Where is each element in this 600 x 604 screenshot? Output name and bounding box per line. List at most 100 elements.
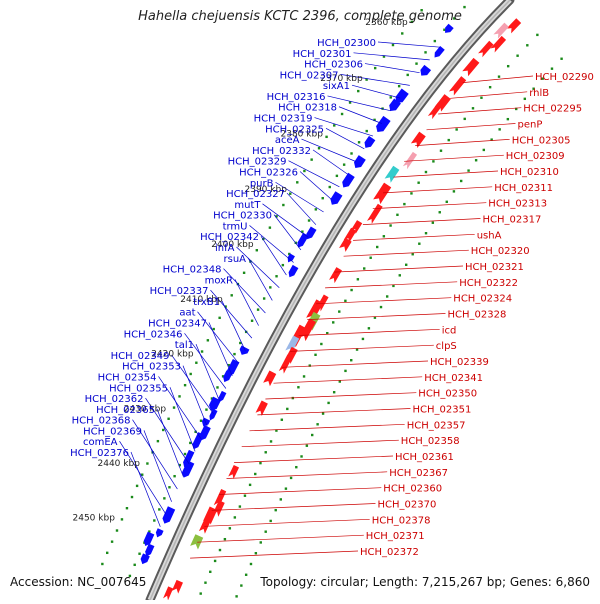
- gene-arrow: [402, 151, 418, 170]
- gc-dot: [398, 274, 401, 277]
- gc-dot: [284, 487, 288, 490]
- gene-arrow: [330, 191, 343, 205]
- gene-arrow: [478, 40, 494, 58]
- gene-label-right: HCH_02322: [459, 278, 518, 289]
- gene-label-right: HCH_02324: [453, 294, 512, 305]
- gc-dot: [424, 232, 428, 235]
- gc-dot: [235, 595, 238, 598]
- label-connector: [273, 214, 302, 251]
- gene-label-left: HCH_02365: [96, 405, 155, 416]
- gene-label-left: HCH_02355: [109, 383, 168, 394]
- label-connector: [236, 246, 280, 288]
- label-connector: [221, 300, 246, 351]
- gene-arrow: [255, 400, 268, 416]
- gene-arrow: [278, 354, 293, 374]
- label-connector: [195, 343, 220, 402]
- gc-dot: [120, 518, 124, 521]
- gene-arrow: [395, 88, 409, 103]
- topology-label: Topology: circular; Length: 7,215,267 bp…: [260, 575, 590, 589]
- gc-dot: [256, 308, 260, 311]
- gc-dot: [316, 423, 319, 426]
- gc-dot: [300, 455, 303, 458]
- gc-dot: [297, 386, 300, 389]
- gc-dot: [156, 439, 160, 443]
- label-connector: [351, 84, 401, 99]
- gene-label-left: HCH_02301: [293, 49, 352, 60]
- gc-dot: [536, 33, 539, 37]
- gene-arrow: [263, 370, 277, 387]
- label-connector: [257, 408, 411, 416]
- label-connector: [404, 154, 504, 162]
- label-connector: [273, 376, 423, 384]
- gc-dot: [158, 508, 161, 511]
- gc-dot: [212, 327, 215, 331]
- gc-dot: [240, 584, 243, 587]
- gc-dot: [455, 128, 458, 131]
- gc-dot: [275, 215, 278, 218]
- gc-dot: [432, 160, 435, 163]
- gc-dot: [224, 305, 227, 308]
- gene-label-left: HCH_02362: [85, 394, 144, 405]
- kbp-label: 2430 kbp: [124, 404, 167, 414]
- label-connector: [343, 249, 469, 257]
- gc-dot: [550, 67, 554, 70]
- label-connector: [314, 117, 374, 137]
- gc-dot: [269, 519, 272, 523]
- gc-dot: [248, 483, 252, 487]
- gene-label-left: HCH_02353: [122, 362, 181, 373]
- label-connector: [156, 408, 184, 477]
- gc-dot: [210, 397, 214, 400]
- gc-dot: [382, 235, 386, 238]
- label-connector: [182, 365, 208, 427]
- gene-arrow: [285, 335, 300, 354]
- gene-arrow: [287, 253, 295, 263]
- gene-arrow: [427, 102, 443, 120]
- gene-arrow: [297, 232, 309, 248]
- gc-dot: [205, 408, 208, 411]
- gc-dot: [396, 213, 399, 217]
- gene-arrow: [183, 449, 195, 468]
- gene-label-right: HCH_02370: [378, 500, 437, 511]
- gene-label-left: rsuA: [224, 254, 247, 265]
- gc-dot: [431, 221, 435, 224]
- gc-dot: [325, 135, 328, 139]
- gc-dot: [301, 230, 304, 233]
- label-connector: [275, 181, 324, 213]
- gc-dot: [279, 498, 283, 501]
- gc-dot: [288, 252, 291, 256]
- gc-dot: [295, 465, 298, 469]
- gene-arrow: [343, 227, 357, 244]
- gc-dot: [418, 242, 421, 245]
- gc-dot: [350, 288, 353, 292]
- gene-track: [140, 18, 522, 601]
- gc-dot: [338, 380, 341, 383]
- gene-arrow: [143, 531, 155, 546]
- gc-dot: [105, 551, 109, 555]
- gc-dot: [296, 181, 299, 184]
- gc-dot: [255, 249, 259, 252]
- gene-label-right: HCH_02295: [523, 104, 582, 115]
- gc-dot: [404, 263, 408, 266]
- gc-dot: [401, 32, 404, 35]
- label-connector: [145, 397, 190, 465]
- gene-arrow: [434, 46, 445, 58]
- gc-dot: [289, 192, 292, 195]
- gc-dot: [289, 476, 293, 480]
- gc-dot: [471, 107, 475, 110]
- label-connector: [325, 281, 458, 289]
- label-connector: [184, 333, 227, 389]
- gene-label-left: trmU: [223, 221, 248, 232]
- gc-dot: [125, 507, 129, 510]
- gc-dot: [254, 552, 258, 555]
- gc-dot: [115, 529, 119, 532]
- gc-dot: [221, 375, 225, 378]
- gc-dot: [194, 430, 197, 434]
- gc-dot: [376, 245, 379, 249]
- gene-arrow: [218, 390, 227, 403]
- gc-dot: [357, 89, 360, 93]
- gene-label-right: HCH_02290: [535, 72, 594, 83]
- gene-arrow: [228, 464, 240, 480]
- label-connector: [316, 297, 452, 305]
- gc-dot: [365, 78, 368, 81]
- gene-label-right: HCH_02351: [413, 405, 472, 416]
